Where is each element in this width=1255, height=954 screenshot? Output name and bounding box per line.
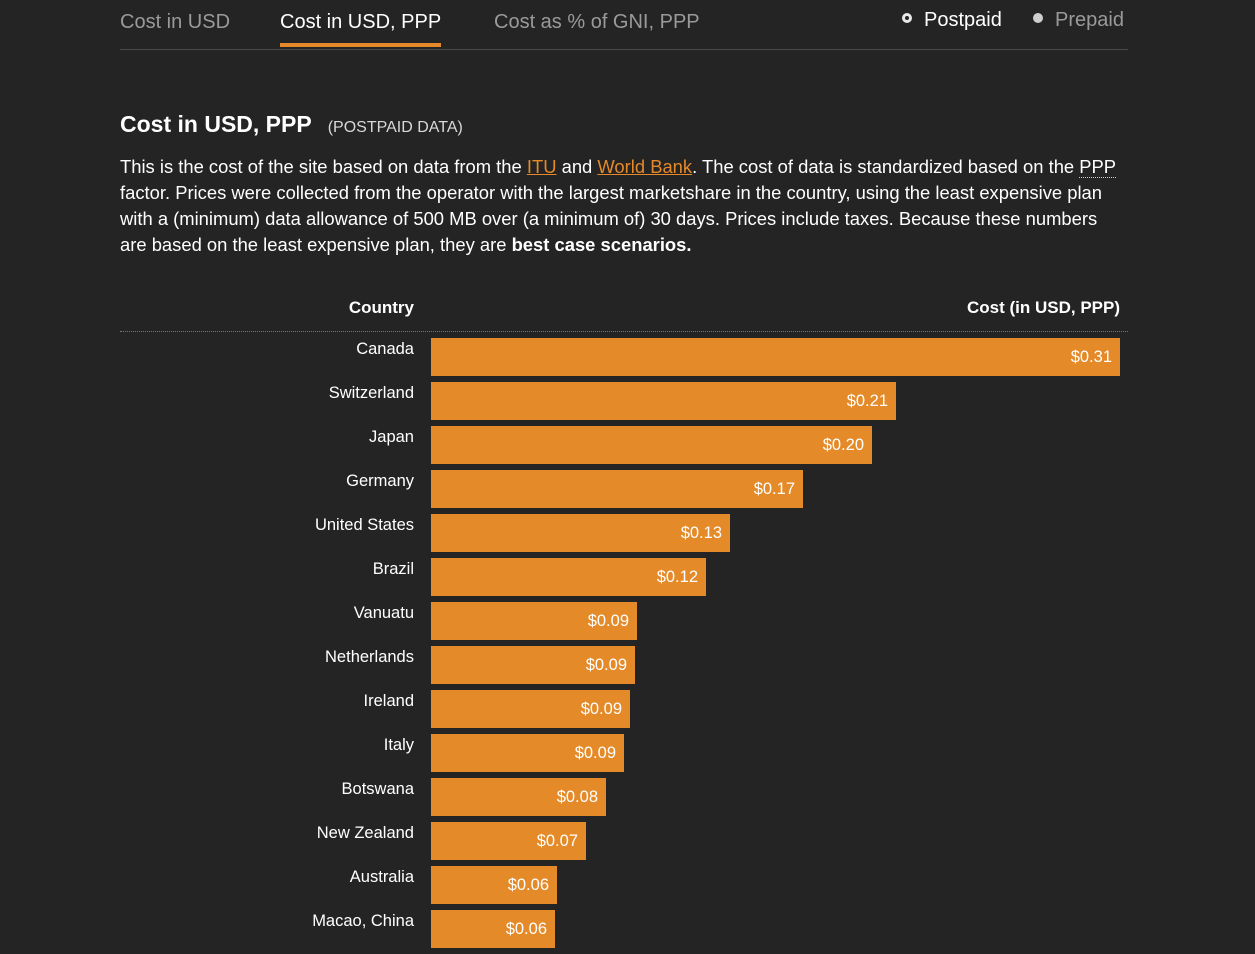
radio-selected-icon — [902, 12, 912, 23]
bar[interactable] — [431, 910, 555, 948]
section-heading: Cost in USD, PPP (POSTPAID DATA) — [120, 111, 463, 138]
ppp-abbreviation[interactable]: PPP — [1079, 156, 1116, 178]
country-label: Australia — [350, 868, 415, 886]
value-label: $0.12 — [657, 568, 698, 586]
bar[interactable] — [431, 382, 896, 420]
bar-row[interactable]: Australia $0.06 — [350, 866, 557, 904]
country-label: Netherlands — [325, 648, 414, 666]
bar-row[interactable]: Germany $0.17 — [346, 470, 803, 508]
bar-row[interactable]: Vanuatu $0.09 — [354, 602, 637, 640]
description-text-3: . The cost of data is standardized based… — [692, 156, 1080, 177]
cost-column-header[interactable]: Cost (in USD, PPP) — [966, 298, 1120, 317]
radio-prepaid-label: Prepaid — [1055, 9, 1124, 31]
country-label: Canada — [356, 340, 415, 358]
description-text-4: factor. Prices were collected from the o… — [120, 182, 1103, 255]
bar-chart: Canada $0.31 Switzerland $0.21 Japan $0.20 Ger… — [312, 338, 1120, 948]
country-label: Botswana — [342, 780, 415, 798]
bar[interactable] — [431, 470, 803, 508]
description-text-1: This is the cost of the site based on da… — [120, 156, 527, 177]
value-label: $0.09 — [588, 612, 629, 630]
radio-prepaid[interactable]: Prepaid — [1033, 9, 1124, 32]
country-label: Macao, China — [312, 912, 415, 930]
value-label: $0.17 — [754, 480, 795, 498]
bar-row[interactable]: Switzerland $0.21 — [329, 382, 896, 420]
page: Cost in USD Cost in USD, PPP Cost as % o… — [120, 0, 1128, 948]
value-label: $0.09 — [586, 656, 627, 674]
radio-postpaid-label: Postpaid — [924, 9, 1002, 31]
bar-row[interactable]: United States $0.13 — [315, 514, 730, 552]
bar-row[interactable]: Botswana $0.08 — [342, 778, 606, 816]
page-subtitle: (POSTPAID DATA) — [327, 119, 463, 136]
value-label: $0.20 — [823, 436, 864, 454]
itu-link[interactable]: ITU — [526, 156, 557, 177]
country-label: Germany — [346, 472, 415, 490]
description-text-2: and — [556, 156, 598, 177]
bar-row[interactable]: Japan $0.20 — [369, 426, 872, 464]
country-column-header[interactable]: Country — [348, 298, 414, 317]
country-label: Vanuatu — [354, 604, 414, 622]
value-label: $0.31 — [1071, 348, 1112, 366]
bar[interactable] — [431, 426, 872, 464]
bar[interactable] — [431, 778, 606, 816]
radio-postpaid[interactable]: Postpaid — [902, 9, 1002, 32]
country-label: United States — [315, 516, 414, 534]
value-label: $0.06 — [508, 876, 549, 894]
bar[interactable] — [431, 514, 730, 552]
bar[interactable] — [431, 866, 557, 904]
page-title: Cost in USD, PPP — [120, 111, 312, 137]
tab-cost-percent-gni-ppp[interactable]: Cost as % of GNI, PPP — [494, 11, 700, 33]
country-label: Brazil — [373, 560, 414, 578]
country-label: Japan — [369, 428, 414, 446]
bar[interactable] — [431, 690, 630, 728]
value-label: $0.07 — [537, 832, 578, 850]
tab-bar: Cost in USD Cost in USD, PPP Cost as % o… — [120, 0, 1128, 50]
value-label: $0.06 — [506, 920, 547, 938]
bar-row[interactable]: Italy $0.09 — [384, 734, 624, 772]
radio-unselected-icon — [1033, 12, 1043, 23]
value-label: $0.13 — [681, 524, 722, 542]
description-emphasis: best case scenarios. — [511, 234, 692, 255]
world-bank-link[interactable]: World Bank — [597, 156, 693, 177]
bar-row[interactable]: Netherlands $0.09 — [325, 646, 635, 684]
bar-row[interactable]: New Zealand $0.07 — [317, 822, 586, 860]
value-label: $0.09 — [581, 700, 622, 718]
bar-row[interactable]: Brazil $0.12 — [373, 558, 706, 596]
bar[interactable] — [431, 734, 624, 772]
country-label: Switzerland — [329, 384, 414, 402]
tab-cost-in-usd[interactable]: Cost in USD — [120, 11, 231, 33]
bar[interactable] — [431, 646, 635, 684]
bar[interactable] — [431, 558, 706, 596]
bar-row[interactable]: Ireland $0.09 — [364, 690, 630, 728]
value-label: $0.08 — [557, 788, 598, 806]
country-label: New Zealand — [317, 824, 414, 842]
country-label: Ireland — [364, 692, 414, 710]
bar-row[interactable]: Canada $0.31 — [356, 338, 1120, 376]
country-label: Italy — [384, 736, 415, 754]
tab-cost-in-usd-ppp[interactable]: Cost in USD, PPP — [280, 11, 442, 47]
value-label: $0.21 — [847, 392, 888, 410]
description: This is the cost of the site based on da… — [120, 154, 1128, 258]
bar-row[interactable]: Macao, China $0.06 — [312, 910, 555, 948]
chart-header: Country Cost (in USD, PPP) — [120, 296, 1128, 332]
bar[interactable] — [431, 602, 637, 640]
value-label: $0.09 — [575, 744, 616, 762]
bar[interactable] — [431, 338, 1120, 376]
bar[interactable] — [431, 822, 586, 860]
